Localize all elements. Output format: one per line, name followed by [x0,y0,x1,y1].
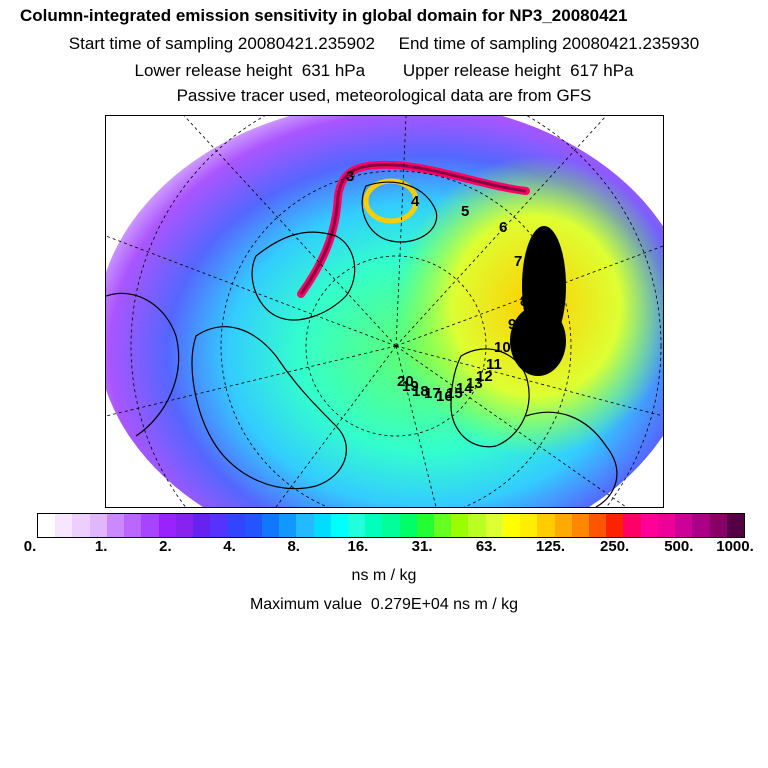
colorbar-cell [468,514,486,537]
trajectory-label: 15 [446,385,463,402]
graticule [106,116,663,507]
trajectory-label: 7 [514,253,522,270]
colorbar-cell [124,514,142,537]
colorbar-cell [554,514,572,537]
trajectory-label: 4 [411,193,420,210]
colorbar-cell [623,514,641,537]
colorbar-cell [210,514,228,537]
trajectory-label: 8 [520,293,528,310]
colorbar-cell [365,514,383,537]
colorbar-cell [72,514,90,537]
colorbar-cell [520,514,538,537]
plume-loop [363,178,419,224]
colorbar-cell [571,514,589,537]
trajectory-label: 17 [424,385,441,402]
release-height-line: Lower release height 631 hPa Upper relea… [134,61,634,80]
colorbar-cell [38,514,56,537]
trajectory-label: 3 [346,168,354,185]
colorbar-cell [296,514,314,537]
colorbar-cell [261,514,280,537]
colorbar-cell [55,514,73,537]
trajectory-label: 13 [466,375,483,392]
colorbar-cell [244,514,262,537]
trajectory-label: 12 [476,368,493,385]
colorbar-cell [502,514,521,537]
trajectory-label: 5 [461,203,469,220]
colorbar-cell [434,514,452,537]
colorbar-cell [279,514,297,537]
colorbar-tick-label: 63. [475,538,497,555]
colorbar-tick-label: 250. [600,538,630,555]
colorbar-cell [227,514,245,537]
colorbar-cell [416,514,435,537]
sensitivity-map: 3 4 5 6 7 8 9 10 11 12 13 14 15 16 17 18… [105,115,664,508]
colorbar-cell [485,514,503,537]
plume-track-inner [299,163,527,295]
colorbar-tick-label: 500. [664,538,694,555]
colorbar-cell [657,514,676,537]
tracer-info-line: Passive tracer used, meteorological data… [176,86,592,105]
colorbar-cell [692,514,710,537]
colorbar-tick-label: 16. [347,538,369,555]
colorbar-tick-label: 1000. [716,538,754,555]
colorbar-tick-label: 2. [159,538,172,555]
colorbar-cell [726,514,744,537]
colorbar-cell [451,514,469,537]
colorbar-tick-label: 31. [411,538,433,555]
colorbar-tick-label: 1. [94,538,108,555]
trajectory-label: 9 [508,316,516,333]
maximum-value: Maximum value 0.279E+04 ns m / kg [249,596,519,613]
colorbar-cell [158,514,176,537]
colorbar-cell [175,514,193,537]
colorbar-cell [106,514,125,537]
colorbar-cell [330,514,348,537]
colorbar-tick-label: 0. [23,538,37,555]
trajectory-label: 14 [456,380,473,397]
colorbar-cell [347,514,366,537]
colorbar-cell [589,514,607,537]
colorbar-cell [89,514,107,537]
colorbar-cell [537,514,555,537]
colorbar-tick-label: 8. [287,538,300,555]
colorbar-cell [606,514,624,537]
trajectory-label: 20 [397,373,414,390]
trajectory-label: 6 [499,219,507,236]
colorbar [37,513,745,538]
trajectory-label: 10 [494,339,511,356]
colorbar-cell [141,514,159,537]
colorbar-cell [192,514,211,537]
colorbar-tick-label: 4. [223,538,236,555]
plot-title: Column-integrated emission sensitivity i… [20,6,628,25]
colorbar-cell [640,514,658,537]
colorbar-cell [709,514,727,537]
colorbar-tick-label: 125. [535,538,566,555]
trajectory-label: 16 [436,388,453,405]
trajectory-label: 11 [486,356,502,373]
colorbar-cell [399,514,417,537]
sampling-time-line: Start time of sampling 20080421.235902 E… [68,34,700,53]
trajectory-label: 19 [402,378,419,395]
emission-hotspot-lower [510,306,566,376]
colorbar-cell [313,514,331,537]
trajectory-label: 18 [412,383,429,400]
coastlines [106,181,618,507]
colorbar-cell [382,514,400,537]
colorbar-cell [675,514,693,537]
colorbar-units: ns m / kg [351,567,417,584]
